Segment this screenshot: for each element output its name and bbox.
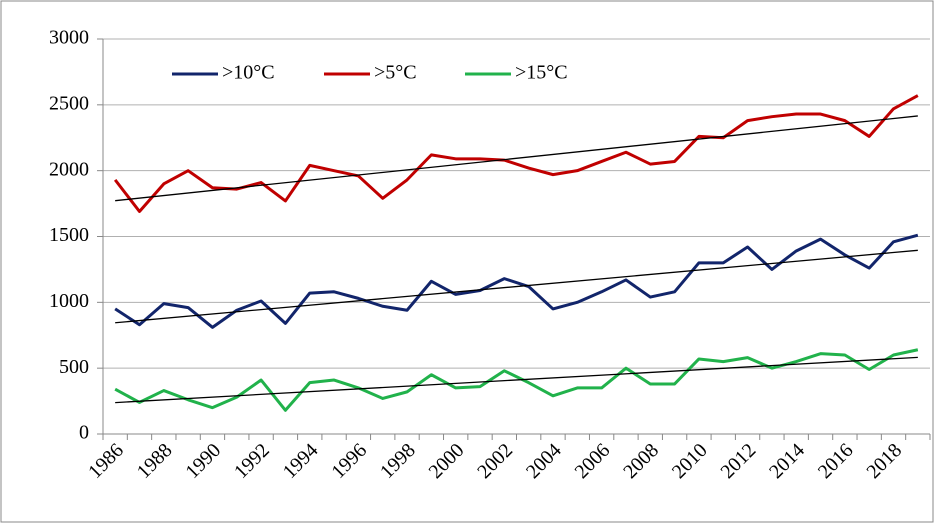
y-tick-label: 1500 bbox=[49, 224, 89, 246]
trend-line bbox=[115, 115, 918, 202]
series-line bbox=[114, 233, 919, 329]
trend-line bbox=[115, 249, 918, 324]
legend-label: >15°C bbox=[515, 62, 568, 84]
legend-label: >5°C bbox=[374, 62, 417, 84]
trend-line bbox=[115, 356, 918, 404]
legend-label: >10°C bbox=[222, 62, 275, 84]
y-tick-label: 1000 bbox=[49, 290, 89, 312]
y-tick-label: 500 bbox=[59, 356, 89, 378]
y-tick-label: 2000 bbox=[49, 158, 89, 180]
series-line bbox=[113, 94, 919, 213]
y-tick-label: 3000 bbox=[49, 27, 89, 49]
y-tick-label: 2500 bbox=[49, 92, 89, 114]
y-tick-label: 0 bbox=[79, 422, 89, 444]
